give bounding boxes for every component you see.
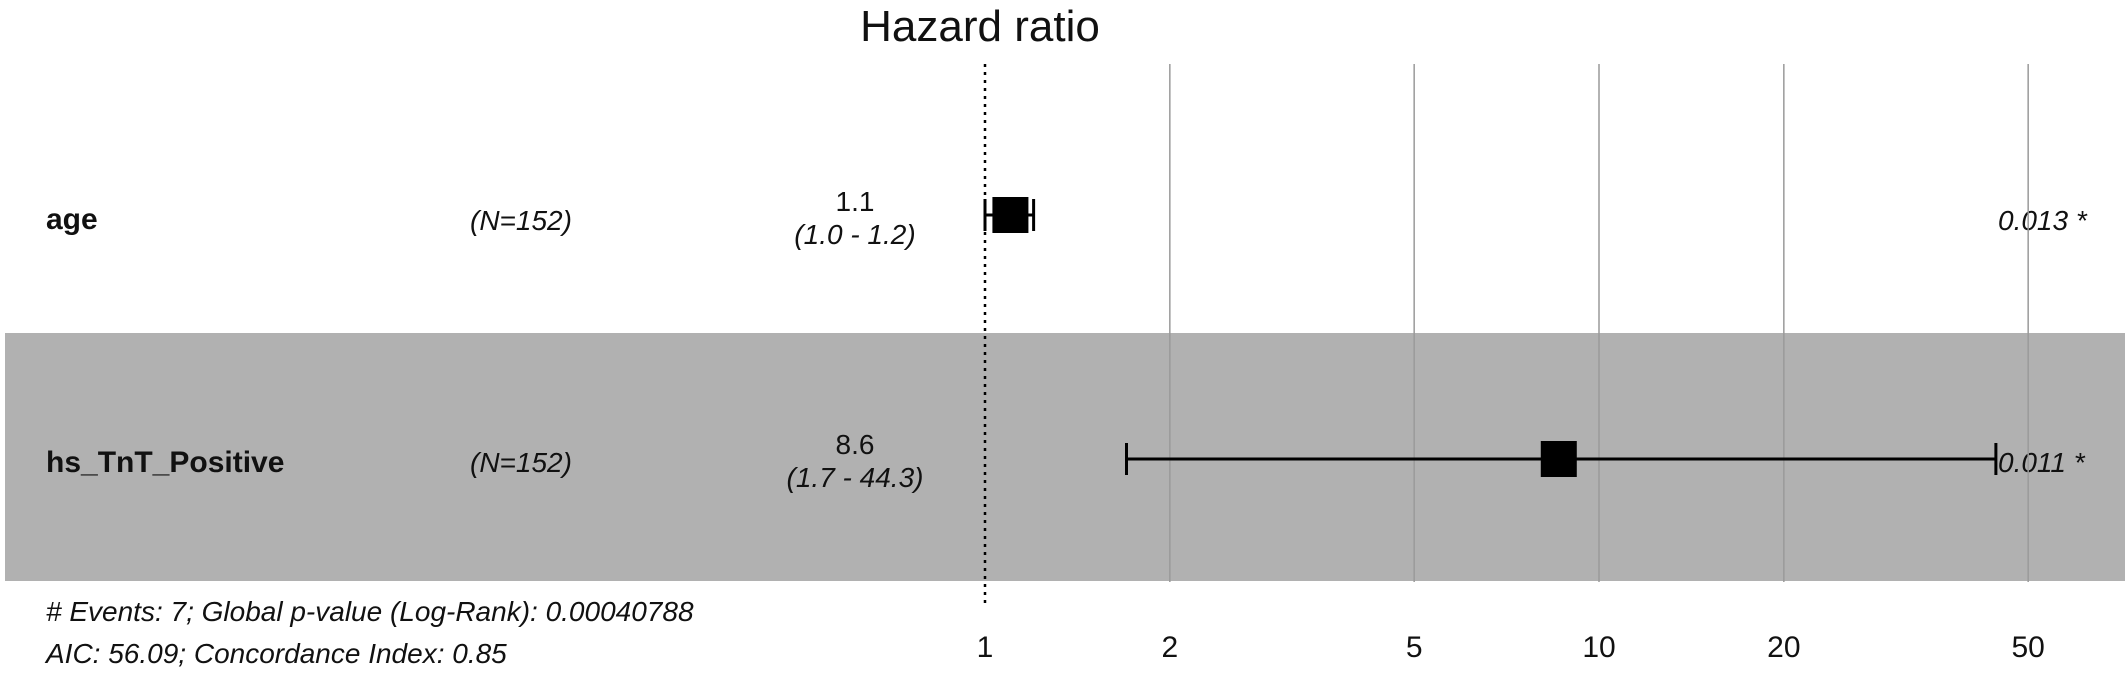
row-ci-hs-tnt-positive: (1.7 - 44.3) — [786, 462, 924, 493]
x-tick-label-20: 20 — [1767, 631, 1800, 664]
hr-marker-age — [992, 197, 1029, 233]
x-tick-label-1: 1 — [977, 631, 994, 664]
footer-aic-line: AIC: 56.09; Concordance Index: 0.85 — [46, 638, 507, 669]
row-ci-age: (1.0 - 1.2) — [794, 219, 916, 250]
x-tick-label-5: 5 — [1406, 631, 1423, 664]
row-variable-age: age — [46, 203, 98, 236]
hr-marker-hs-tnt-positive — [1540, 441, 1577, 477]
row-hr-hs-tnt-positive: 8.6 — [835, 429, 875, 460]
footer-events-line: # Events: 7; Global p-value (Log-Rank): … — [46, 596, 694, 627]
chart-title: Hazard ratio — [860, 2, 1100, 51]
row-n-hs-tnt-positive: (N=152) — [470, 447, 572, 478]
row-hr-age: 1.1 — [835, 186, 875, 217]
x-tick-label-2: 2 — [1161, 631, 1178, 664]
row-pvalue-hs-tnt-positive: 0.011 * — [1998, 447, 2085, 478]
shaded-row-band — [5, 333, 2125, 581]
row-pvalue-age: 0.013 * — [1998, 205, 2087, 236]
row-n-age: (N=152) — [470, 205, 572, 236]
x-tick-label-50: 50 — [2011, 631, 2044, 664]
row-variable-hs-tnt-positive: hs_TnT_Positive — [46, 446, 285, 479]
x-tick-label-10: 10 — [1582, 631, 1615, 664]
